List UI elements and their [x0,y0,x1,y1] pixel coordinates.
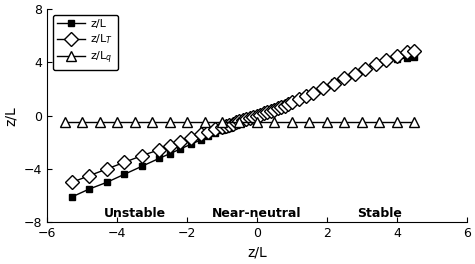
z/L$_q$ [307,121,313,124]
z/L$_T$ [296,98,302,101]
z/L$_T$ [268,109,274,112]
z/L [411,56,417,59]
z/L$_T$ [229,122,235,125]
z/L$_T$ [310,92,316,95]
z/L$_T$ [289,101,295,104]
Line: z/L$_T$: z/L$_T$ [66,46,419,187]
z/L$_q$ [79,121,85,124]
z/L$_T$ [205,130,211,133]
z/L$_T$ [373,63,379,66]
X-axis label: z/L: z/L [247,246,267,260]
z/L$_T$ [244,117,249,121]
z/L$_T$ [247,116,253,120]
z/L [270,108,275,111]
z/L$_T$ [177,140,183,143]
Line: z/L$_q$: z/L$_q$ [60,117,419,127]
z/L [86,187,92,191]
Text: Stable: Stable [357,207,402,220]
z/L$_T$ [303,95,309,98]
z/L [266,109,272,112]
Legend: z/L, z/L$_T$, z/L$_q$: z/L, z/L$_T$, z/L$_q$ [53,15,118,70]
z/L$_T$ [104,168,109,171]
z/L$_q$ [97,121,103,124]
z/L$_T$ [342,77,347,80]
z/L$_T$ [362,67,368,70]
z/L$_T$ [198,133,204,136]
z/L$_q$ [149,121,155,124]
z/L$_T$ [384,58,389,62]
z/L$_q$ [272,121,277,124]
z/L$_q$ [237,121,242,124]
z/L$_T$ [188,136,193,140]
z/L$_T$ [86,174,92,177]
Text: Unstable: Unstable [104,207,166,220]
z/L$_T$ [251,115,256,119]
z/L$_T$ [275,107,281,110]
z/L$_T$ [226,123,232,126]
z/L$_q$ [114,121,120,124]
z/L$_T$ [254,114,260,117]
z/L$_T$ [331,82,337,85]
z/L$_q$ [289,121,295,124]
z/L [69,196,75,199]
z/L$_q$ [359,121,365,124]
z/L$_T$ [156,148,162,151]
z/L$_T$ [411,49,417,52]
z/L [242,119,247,122]
z/L$_T$ [240,119,246,122]
z/L$_T$ [139,154,144,157]
z/L$_T$ [285,102,291,106]
z/L$_T$ [237,120,242,123]
z/L$_q$ [184,121,190,124]
z/L$_q$ [62,121,67,124]
z/L$_T$ [223,124,228,128]
z/L$_q$ [377,121,382,124]
z/L$_T$ [272,108,277,111]
z/L$_q$ [342,121,347,124]
z/L$_T$ [219,126,225,129]
z/L$_q$ [394,121,400,124]
Y-axis label: z/L: z/L [4,106,18,126]
z/L [289,100,295,103]
Text: Near-neutral: Near-neutral [212,207,302,220]
z/L$_T$ [405,51,410,54]
z/L$_T$ [265,111,270,114]
z/L$_T$ [212,128,218,131]
z/L$_T$ [282,104,288,107]
z/L$_T$ [394,54,400,57]
z/L$_q$ [324,121,330,124]
z/L$_T$ [167,144,172,147]
z/L$_T$ [261,112,267,115]
z/L$_q$ [411,121,417,124]
z/L$_T$ [279,106,285,109]
z/L$_T$ [233,121,239,124]
z/L$_q$ [254,121,260,124]
z/L$_T$ [321,87,326,90]
z/L$_q$ [202,121,208,124]
z/L$_T$ [69,181,75,184]
z/L$_q$ [219,121,225,124]
z/L$_T$ [257,113,263,116]
z/L$_T$ [121,161,127,164]
Line: z/L: z/L [69,55,417,200]
z/L$_T$ [352,72,358,76]
z/L [261,111,267,114]
z/L$_q$ [167,121,172,124]
z/L$_q$ [132,121,137,124]
